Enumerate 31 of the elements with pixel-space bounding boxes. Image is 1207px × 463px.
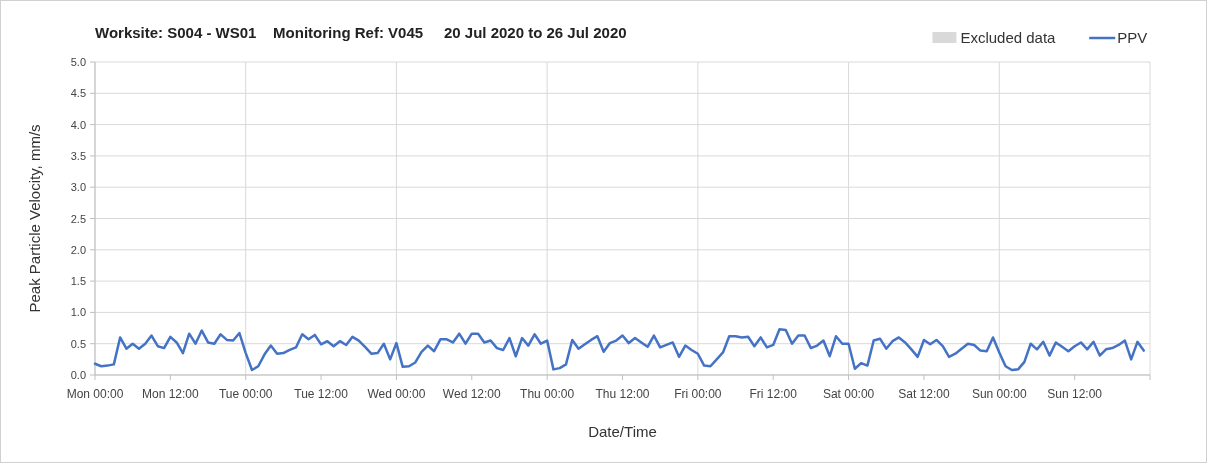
x-tick-label: Mon 12:00	[142, 387, 200, 401]
x-tick-label: Sun 00:00	[971, 387, 1027, 401]
x-tick-label: Tue 00:00	[218, 387, 273, 401]
y-tick-label: 0.5	[70, 337, 86, 350]
y-tick-label: 4.5	[70, 87, 86, 100]
y-tick-label: 1.0	[70, 306, 86, 319]
y-tick-label: 0.0	[70, 369, 86, 381]
line-series	[93, 328, 1145, 372]
x-tick-label: Fri 00:00	[674, 387, 722, 401]
y-tick-label: 2.5	[70, 212, 86, 225]
x-tick-label: Mon 00:00	[66, 387, 124, 401]
x-axis-title: Date/Time	[588, 423, 657, 440]
y-tick-label: 4.0	[70, 118, 86, 131]
legend-label: Excluded data	[960, 29, 1057, 46]
x-tick-label: Sat 12:00	[898, 387, 950, 401]
x-tick-label: Wed 00:00	[367, 387, 426, 401]
legend-label: PPV	[1117, 29, 1148, 46]
y-tick-label: 3.5	[70, 149, 86, 162]
y-axis-title: Peak Particle Velocity, mm/s	[26, 124, 43, 313]
y-tick-label: 2.0	[70, 243, 86, 256]
x-tick-label: Fri 12:00	[749, 387, 798, 401]
x-tick-label: Thu 00:00	[520, 387, 575, 401]
x-tick-label: Thu 12:00	[595, 387, 650, 401]
x-tick-label: Sat 00:00	[822, 387, 875, 401]
y-tick-label: 3.0	[70, 181, 86, 194]
x-tick-label: Sun 12:00	[1047, 387, 1103, 401]
x-tick-label: Wed 12:00	[442, 387, 502, 401]
y-tick-label: 5.0	[70, 56, 86, 68]
chart-title: Worksite: S004 - WS01 Monitoring Ref: V045 20 Jul 2020 to 26 Jul 2020	[95, 24, 627, 41]
x-tick-label: Tue 12:00	[294, 387, 349, 401]
y-tick-label: 1.5	[70, 275, 86, 288]
